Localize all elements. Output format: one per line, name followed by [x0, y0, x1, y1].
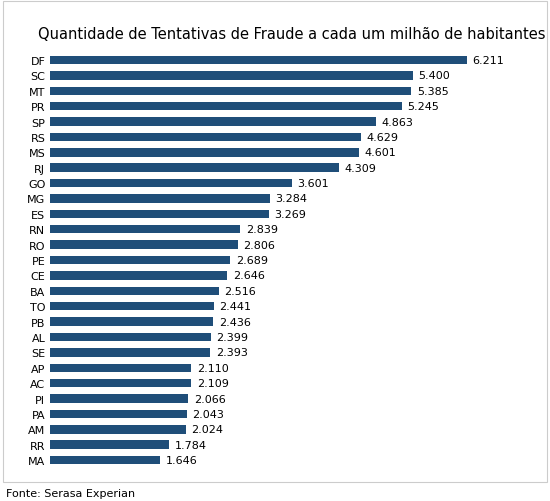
Title: Quantidade de Tentativas de Fraude a cada um milhão de habitantes: Quantidade de Tentativas de Fraude a cad… — [38, 27, 545, 42]
Bar — [50, 164, 339, 172]
Text: 3.601: 3.601 — [297, 179, 328, 189]
Text: 4.309: 4.309 — [344, 163, 376, 173]
Bar — [50, 179, 292, 188]
Text: 4.629: 4.629 — [366, 133, 398, 143]
Bar — [50, 225, 240, 234]
Text: 2.689: 2.689 — [235, 256, 268, 266]
Text: 2.646: 2.646 — [233, 271, 265, 281]
Text: Fonte: Serasa Experian: Fonte: Serasa Experian — [6, 488, 135, 498]
Text: 2.066: 2.066 — [194, 394, 226, 404]
Text: 5.400: 5.400 — [418, 71, 450, 81]
Text: 2.110: 2.110 — [197, 363, 228, 373]
Text: 1.646: 1.646 — [166, 455, 197, 465]
Text: 4.601: 4.601 — [364, 148, 396, 158]
Bar — [50, 72, 412, 81]
Bar — [50, 57, 467, 65]
Text: 5.245: 5.245 — [408, 102, 439, 112]
Bar — [50, 410, 187, 418]
Bar — [50, 364, 191, 372]
Bar — [50, 87, 411, 96]
Bar — [50, 394, 189, 403]
Bar — [50, 118, 376, 127]
Bar — [50, 456, 160, 464]
Bar — [50, 149, 359, 157]
Bar — [50, 257, 230, 265]
Bar — [50, 349, 210, 357]
Text: 2.839: 2.839 — [246, 225, 278, 235]
Bar — [50, 287, 219, 296]
Bar — [50, 241, 238, 249]
Bar — [50, 303, 213, 311]
Text: 6.211: 6.211 — [472, 56, 504, 66]
Text: 2.806: 2.806 — [244, 240, 276, 250]
Bar — [50, 333, 211, 342]
Text: 2.024: 2.024 — [191, 424, 223, 434]
Text: 2.109: 2.109 — [197, 378, 228, 388]
Bar — [50, 379, 191, 388]
Text: 2.436: 2.436 — [219, 317, 250, 327]
Text: 4.863: 4.863 — [382, 117, 414, 127]
Bar — [50, 425, 185, 434]
Bar — [50, 103, 402, 111]
Text: 5.385: 5.385 — [417, 87, 449, 97]
Bar — [50, 210, 270, 218]
Text: 2.393: 2.393 — [216, 348, 248, 358]
Text: 2.043: 2.043 — [192, 409, 224, 419]
Bar — [50, 318, 213, 326]
Text: 2.441: 2.441 — [219, 302, 251, 312]
Bar — [50, 133, 361, 142]
Text: 2.399: 2.399 — [216, 332, 248, 342]
Bar — [50, 195, 270, 203]
Bar — [50, 272, 227, 280]
Text: 3.269: 3.269 — [274, 209, 306, 219]
Text: 3.284: 3.284 — [276, 194, 307, 204]
Bar — [50, 440, 169, 449]
Text: 2.516: 2.516 — [224, 286, 256, 296]
Text: 1.784: 1.784 — [175, 440, 207, 450]
